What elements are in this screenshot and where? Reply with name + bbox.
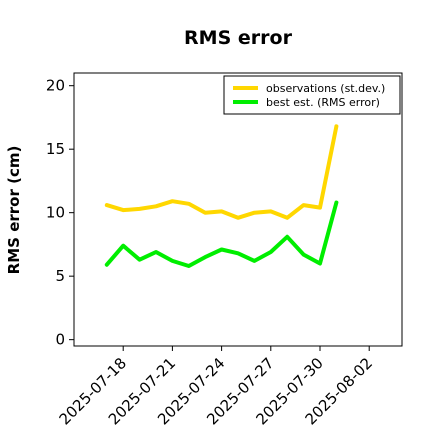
y-tick-label: 20 bbox=[46, 77, 65, 95]
series-line-1 bbox=[104, 200, 339, 268]
legend: observations (st.dev.) best est. (RMS er… bbox=[223, 75, 401, 115]
y-tick-label: 5 bbox=[55, 267, 65, 285]
y-tick-label: 0 bbox=[55, 331, 65, 349]
y-axis-label: RMS error (cm) bbox=[5, 146, 23, 275]
series-lines bbox=[104, 124, 339, 268]
y-tick-label: 15 bbox=[46, 140, 65, 158]
series-line-0 bbox=[104, 124, 339, 220]
plot-frame bbox=[73, 72, 403, 347]
legend-label-best-estimate: best est. (RMS error) bbox=[266, 96, 380, 109]
legend-label-observations: observations (st.dev.) bbox=[266, 82, 385, 95]
chart-title: RMS error bbox=[184, 27, 293, 49]
legend-box bbox=[223, 75, 401, 115]
y-tick-label: 10 bbox=[46, 204, 65, 222]
